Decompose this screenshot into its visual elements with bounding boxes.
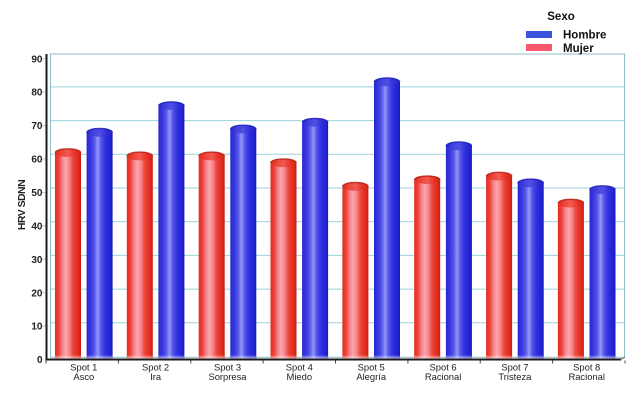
svg-text:Hombre: Hombre [563, 30, 606, 42]
svg-text:40: 40 [31, 221, 43, 232]
svg-text:Spot 5: Spot 5 [358, 362, 385, 373]
svg-text:10: 10 [31, 322, 43, 333]
svg-text:Spot 1: Spot 1 [70, 362, 97, 373]
svg-text:Spot 3: Spot 3 [214, 362, 241, 373]
svg-text:Ira: Ira [150, 371, 162, 382]
svg-text:Mujer: Mujer [563, 43, 594, 55]
svg-text:Racional: Racional [568, 371, 604, 382]
svg-text:Asco: Asco [73, 371, 94, 382]
svg-text:80: 80 [31, 88, 43, 99]
svg-text:Spot 4: Spot 4 [286, 362, 313, 373]
svg-text:0: 0 [37, 355, 43, 366]
svg-text:70: 70 [31, 121, 43, 132]
svg-text:Spot 6: Spot 6 [430, 362, 457, 373]
svg-text:90: 90 [31, 54, 43, 65]
svg-text:Tristeza: Tristeza [498, 371, 532, 382]
svg-text:20: 20 [31, 288, 43, 299]
svg-text:60: 60 [31, 155, 43, 166]
svg-text:Sexo: Sexo [547, 11, 575, 23]
svg-text:Alegría: Alegría [356, 371, 386, 382]
svg-text:Spot 8: Spot 8 [573, 362, 600, 373]
svg-text:50: 50 [31, 188, 43, 199]
svg-text:Sorpresa: Sorpresa [208, 371, 247, 382]
svg-text:Racional: Racional [425, 371, 461, 382]
svg-text:Miedo: Miedo [287, 371, 313, 382]
svg-text:Spot 7: Spot 7 [501, 362, 528, 373]
svg-text:30: 30 [31, 255, 43, 266]
svg-text:Spot 2: Spot 2 [142, 362, 169, 373]
svg-text:HRV SDNN: HRV SDNN [16, 180, 28, 230]
